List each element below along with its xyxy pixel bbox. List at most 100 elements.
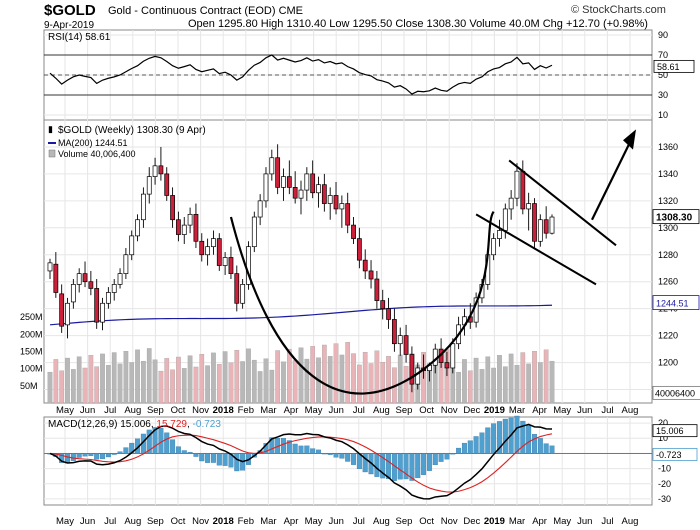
volume-bar (228, 362, 234, 404)
volume-bar (304, 358, 310, 404)
candle-body (146, 176, 152, 195)
candle-body (526, 203, 532, 210)
x-tick-label: Oct (171, 405, 186, 416)
macd-histogram-bar (537, 438, 543, 454)
candle-body (65, 302, 70, 326)
macd-histogram-bar (426, 453, 432, 471)
candle-body (497, 230, 502, 239)
x-tick-label: Sep (147, 405, 164, 416)
x-tick-label: May (305, 405, 323, 416)
macd-histogram-bar (59, 453, 65, 463)
macd-histogram-bar (438, 453, 444, 462)
candle-body (281, 176, 286, 188)
macd-histogram-bar (403, 453, 409, 480)
macd-histogram-bar (65, 453, 70, 464)
candle-body (549, 216, 555, 234)
macd-hist-box (652, 448, 698, 461)
macd-histogram-bar (532, 434, 537, 454)
channel-upper-line (508, 159, 617, 247)
rsi-tick-label: 50 (658, 70, 668, 80)
macd-histogram-bar (467, 440, 473, 454)
volume-bar (216, 364, 222, 404)
volume-bar (275, 350, 280, 404)
brand-watermark: © StockCharts.com (571, 4, 666, 16)
volume-bar (47, 371, 53, 404)
volume-legend-label: Volume 40,006,400 (58, 149, 136, 159)
x-tick-label: Mar (260, 405, 276, 416)
macd-histogram-bar (526, 425, 532, 454)
x-tick-label-bottom: Mar (260, 516, 276, 527)
candle-body (403, 335, 409, 355)
macd-histogram-bar (351, 453, 357, 465)
macd-histogram-bar (111, 453, 117, 455)
volume-bar (146, 348, 152, 404)
volume-bar (234, 349, 240, 404)
candle-body (310, 173, 316, 194)
volume-bar (211, 352, 216, 404)
x-tick-label: May (56, 405, 74, 416)
volume-bar (187, 355, 193, 404)
volume-bar (53, 359, 59, 404)
volume-bar (322, 344, 327, 404)
macd-histogram-bar (199, 453, 205, 462)
volume-tick-label: 50M (20, 381, 38, 391)
candle-body (292, 187, 298, 199)
volume-bar (199, 354, 205, 404)
x-tick-label: Apr (284, 405, 299, 416)
volume-bar (240, 361, 245, 404)
x-tick-label: Nov (441, 405, 458, 416)
volume-bar (438, 361, 444, 404)
volume-bar (397, 354, 403, 404)
macd-histogram-bar (456, 447, 462, 454)
candle-body (286, 176, 292, 188)
macd-histogram-bar (298, 445, 304, 454)
candle-body (321, 184, 327, 204)
candle-body (520, 170, 526, 210)
macd-histogram-bar (82, 453, 88, 457)
candle-body (123, 254, 129, 274)
macd-histogram-bar (461, 442, 467, 454)
price-tick-label: 1300 (658, 223, 678, 233)
candle-body (205, 246, 210, 256)
x-tick-label-bottom: Jul (104, 516, 116, 527)
macd-histogram-bar (386, 453, 392, 480)
candle-body (380, 300, 386, 310)
volume-bar (386, 356, 391, 404)
x-tick-label: Jun (329, 405, 344, 416)
macd-histogram-bar (339, 453, 345, 459)
price-tick-label: 1220 (658, 331, 678, 341)
macd-histogram-bar (543, 443, 549, 454)
volume-bar (181, 368, 187, 404)
macd-histogram-bar (409, 453, 415, 481)
candle-body (532, 203, 537, 242)
macd-histogram-bar (444, 453, 450, 460)
x-tick-label-bottom: Jul (353, 516, 365, 527)
rsi-tick-label: 90 (658, 30, 668, 40)
volume-bar (491, 367, 496, 404)
rsi-tick-label: 30 (658, 90, 668, 100)
x-tick-label: Jul (601, 405, 613, 416)
macd-signal-line (49, 433, 553, 493)
candle-body (211, 238, 216, 248)
volume-bar (473, 357, 479, 404)
x-tick-label-bottom: 2019 (484, 516, 505, 527)
macd-tick-label: -20 (658, 479, 671, 489)
price-tick-label: 1360 (658, 142, 678, 152)
x-tick-label: Aug (373, 405, 390, 416)
volume-bar (263, 358, 269, 404)
candle-body (444, 362, 450, 369)
volume-value-text: 40006400 (655, 388, 695, 398)
price-value-box (652, 209, 700, 225)
x-tick-label-bottom: Jun (577, 516, 592, 527)
candle-body (164, 173, 170, 196)
candle-body (327, 195, 333, 204)
volume-bar (65, 357, 70, 404)
macd-histogram-bar (210, 453, 216, 463)
ma-value-box (652, 295, 700, 310)
x-tick-label: May (553, 405, 571, 416)
x-tick-label: Apr (532, 405, 547, 416)
candle-body (257, 200, 263, 218)
macd-histogram-bar (70, 453, 76, 461)
macd-histogram-bar (216, 453, 222, 466)
